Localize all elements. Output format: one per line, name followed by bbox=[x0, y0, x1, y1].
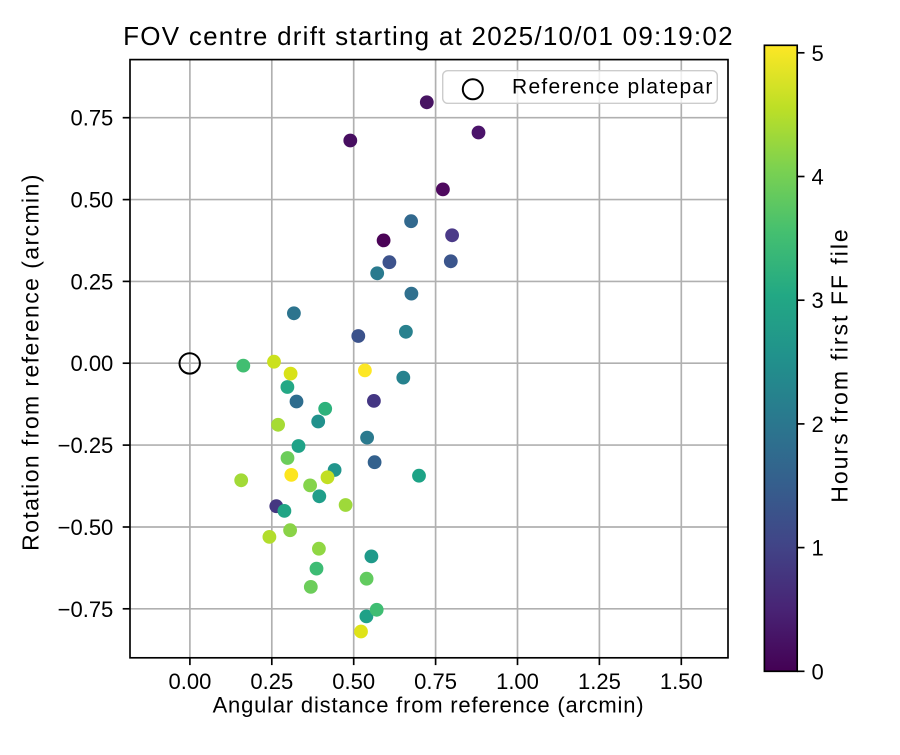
svg-text:0.25: 0.25 bbox=[70, 269, 113, 294]
svg-text:0.50: 0.50 bbox=[70, 188, 113, 213]
svg-text:1.50: 1.50 bbox=[660, 669, 703, 694]
svg-text:0.75: 0.75 bbox=[70, 106, 113, 131]
svg-text:0.75: 0.75 bbox=[414, 669, 457, 694]
svg-text:0.00: 0.00 bbox=[70, 351, 113, 376]
svg-text:1.00: 1.00 bbox=[496, 669, 539, 694]
svg-text:Rotation from reference (arcmi: Rotation from reference (arcmin) bbox=[18, 173, 44, 551]
svg-text:4: 4 bbox=[812, 165, 824, 190]
svg-text:FOV centre drift starting at 2: FOV centre drift starting at 2025/10/01 … bbox=[123, 21, 734, 51]
svg-text:−0.50: −0.50 bbox=[58, 515, 114, 540]
svg-text:Angular distance from referenc: Angular distance from reference (arcmin) bbox=[213, 693, 645, 718]
svg-text:2: 2 bbox=[812, 412, 824, 437]
svg-text:0: 0 bbox=[812, 659, 824, 684]
svg-text:5: 5 bbox=[812, 41, 824, 66]
svg-text:−0.75: −0.75 bbox=[58, 597, 114, 622]
svg-text:−0.25: −0.25 bbox=[58, 433, 114, 458]
svg-text:Reference platepar: Reference platepar bbox=[512, 76, 714, 99]
svg-text:0.50: 0.50 bbox=[332, 669, 375, 694]
svg-text:0.25: 0.25 bbox=[250, 669, 293, 694]
svg-text:0.00: 0.00 bbox=[168, 669, 211, 694]
svg-text:Hours from first FF file: Hours from first FF file bbox=[827, 227, 853, 502]
svg-text:3: 3 bbox=[812, 288, 824, 313]
svg-text:1: 1 bbox=[812, 536, 824, 561]
svg-text:1.25: 1.25 bbox=[578, 669, 621, 694]
